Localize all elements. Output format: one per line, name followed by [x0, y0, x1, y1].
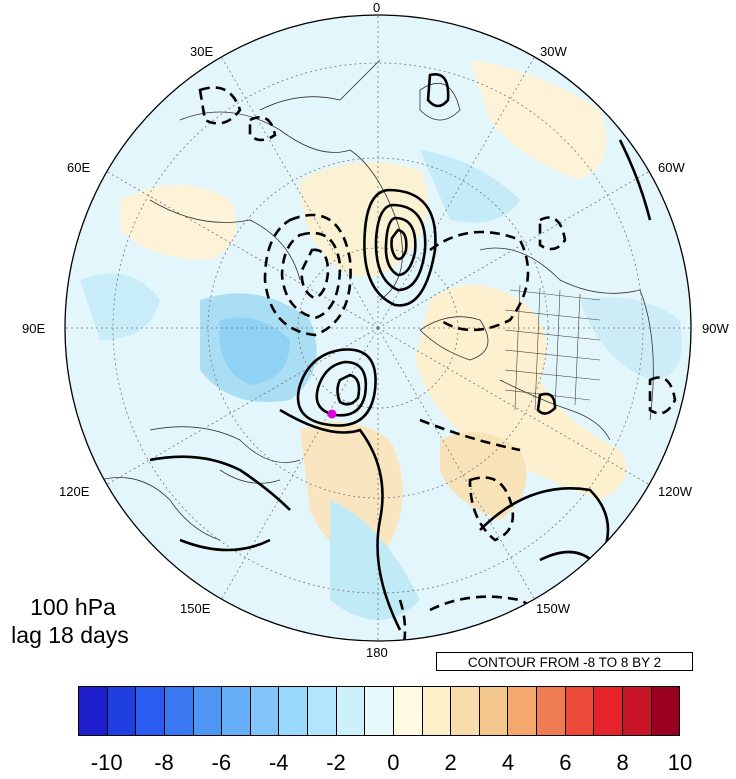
warm-region: [415, 285, 627, 500]
lon-label-90e: 90E: [22, 321, 46, 336]
lon-label-60w: 60W: [658, 160, 685, 175]
colorbar: [78, 686, 680, 736]
pressure-level-label: 100 hPa: [30, 594, 116, 620]
colorbar-label: 2: [444, 750, 457, 775]
colorbar-label: -4: [268, 750, 289, 775]
colorbar-bin: [107, 687, 137, 735]
contour-info-box: CONTOUR FROM -8 TO 8 BY 2: [436, 652, 693, 671]
colorbar-bin: [279, 687, 308, 735]
colorbar-label: -6: [211, 750, 232, 775]
colorbar-bin: [222, 687, 251, 735]
colorbar-bin: [79, 687, 108, 735]
colorbar-bin: [479, 687, 509, 735]
lag-label: lag 18 days: [11, 622, 129, 648]
negative-contours: [198, 86, 677, 641]
lon-label-120e: 120E: [59, 484, 90, 499]
lon-label-150w: 150W: [536, 601, 570, 616]
cool-region: [580, 297, 682, 380]
cool-region: [420, 150, 520, 223]
colorbar-label: 4: [501, 750, 515, 775]
lon-label-90w: 90W: [702, 321, 729, 336]
colorbar-bin: [451, 687, 480, 735]
lon-label-180: 180: [366, 645, 388, 660]
colorbar-label: 10: [667, 750, 693, 775]
colorbar-bin: [193, 687, 223, 735]
colorbar-bin: [537, 687, 566, 735]
colorbar-bin: [651, 687, 680, 735]
colorbar-bin: [308, 687, 337, 735]
colorbar-label: 8: [616, 750, 629, 775]
graticule: [65, 15, 691, 641]
colorbar-bin: [594, 687, 623, 735]
colorbar-bin: [565, 687, 595, 735]
colorbar-bin: [622, 687, 652, 735]
lon-label-30w: 30W: [540, 44, 567, 59]
colorbar-bin: [250, 687, 280, 735]
warm-region: [120, 185, 237, 260]
warm-region: [470, 60, 607, 180]
lon-label-120w: 120W: [658, 484, 692, 499]
colorbar-bin: [422, 687, 452, 735]
shaded-anomaly-regions: [80, 60, 682, 620]
colorbar-bin: [508, 687, 537, 735]
colorbar-bin: [393, 687, 423, 735]
base-point-marker: [327, 409, 337, 419]
state-boundaries: [504, 284, 601, 411]
colorbar-label: 6: [559, 750, 572, 775]
colorbar-bin: [164, 687, 194, 735]
cool-region: [219, 317, 290, 385]
warm-region: [440, 432, 527, 520]
cool-region: [80, 273, 160, 340]
lon-label-60e: 60E: [67, 160, 91, 175]
map-border: [64, 14, 692, 642]
lon-label-30e: 30E: [190, 44, 214, 59]
lon-label-0: 0: [373, 0, 381, 15]
cool-region: [330, 500, 420, 620]
colorbar-label: -2: [326, 750, 346, 775]
colorbar-label: -10: [90, 750, 123, 775]
colorbar-bin: [136, 687, 165, 735]
lon-label-150e: 150E: [180, 601, 211, 616]
colorbar-bin: [336, 687, 366, 735]
colorbar-bin: [365, 687, 394, 735]
colorbar-label: 0: [387, 750, 400, 775]
warm-region: [300, 422, 403, 560]
colorbar-label: -8: [154, 750, 174, 775]
